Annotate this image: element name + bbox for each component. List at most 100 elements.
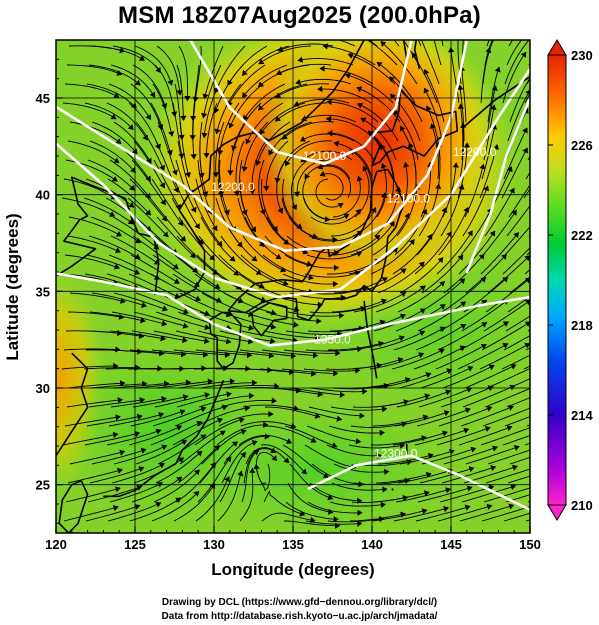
streamline-arrow: [488, 364, 495, 371]
streamline-arrow: [463, 427, 470, 434]
streamline: [376, 61, 416, 104]
colorbar-label: 222: [571, 228, 593, 243]
streamline: [282, 121, 335, 140]
streamline: [310, 387, 367, 393]
streamline: [436, 427, 491, 446]
streamline: [154, 393, 210, 408]
streamline-arrow: [109, 211, 116, 217]
streamline: [337, 40, 356, 47]
streamline: [229, 83, 264, 129]
streamline-arrow: [161, 396, 167, 403]
streamline: [393, 507, 449, 522]
streamline: [398, 369, 452, 389]
streamline-arrow: [200, 406, 207, 413]
streamline: [66, 64, 122, 76]
streamline-arrow: [276, 69, 283, 76]
streamline-arrow: [422, 414, 429, 421]
streamline: [310, 209, 361, 225]
streamline: [177, 445, 220, 484]
streamline: [85, 505, 140, 522]
streamline: [320, 68, 374, 85]
streamline: [501, 354, 530, 370]
streamline-arrow: [400, 291, 407, 298]
streamline-arrow: [481, 322, 488, 328]
streamline: [200, 216, 236, 262]
streamline-arrow: [277, 207, 284, 214]
streamline-arrow: [389, 18, 394, 23]
streamline: [255, 451, 278, 484]
map-title: MSM 18Z07Aug2025 (200.0hPa): [118, 2, 481, 29]
streamline: [88, 64, 141, 86]
streamline: [112, 216, 160, 250]
streamline: [285, 501, 339, 520]
streamline-arrow: [531, 504, 536, 509]
streamline-arrow: [244, 405, 251, 412]
streamline: [419, 467, 475, 484]
streamline: [86, 254, 140, 275]
streamline: [392, 431, 448, 446]
streamline-arrow: [243, 114, 249, 121]
streamline-arrow: [535, 170, 540, 175]
streamline-arrow: [479, 163, 486, 170]
streamline: [63, 506, 119, 522]
streamline-arrow: [457, 103, 464, 110]
streamline-arrow: [520, 51, 527, 58]
streamline-arrow: [275, 92, 282, 98]
streamline: [479, 343, 530, 370]
streamline-arrow: [571, 303, 576, 308]
streamline-arrow: [212, 172, 219, 178]
streamline: [129, 178, 168, 222]
coastline: [413, 40, 421, 70]
streamline-arrow: [127, 218, 134, 225]
streamline: [414, 428, 469, 446]
streamline-arrow: [376, 452, 382, 459]
streamline: [307, 327, 364, 333]
streamline-arrow: [493, 144, 499, 150]
streamline: [129, 349, 186, 356]
y-tick-label: 30: [36, 381, 50, 396]
streamline-arrow: [203, 337, 210, 344]
streamline: [197, 456, 232, 503]
colorbar-min-arrow: [547, 504, 567, 521]
streamline: [483, 487, 530, 503]
streamline: [130, 410, 185, 427]
credit-data: Data from http://database.rish.kyoto−u.a…: [161, 611, 438, 622]
streamline-arrow: [506, 166, 513, 173]
streamline: [176, 393, 232, 408]
streamline: [416, 408, 471, 427]
streamline: [199, 441, 238, 484]
streamline: [509, 276, 530, 294]
streamline: [441, 40, 444, 47]
streamline-arrow: [139, 317, 146, 324]
streamline-arrow: [317, 391, 324, 398]
streamline-arrow: [382, 486, 388, 493]
streamline: [485, 468, 530, 484]
streamline-arrow: [271, 455, 278, 462]
streamline: [242, 235, 286, 272]
streamline: [398, 162, 408, 218]
streamline: [261, 512, 316, 522]
streamline-arrow: [270, 447, 277, 453]
streamline: [333, 463, 389, 473]
streamline-arrow: [225, 338, 232, 345]
streamline: [440, 386, 494, 408]
streamline: [485, 85, 497, 142]
streamline-arrow: [136, 413, 143, 420]
streamline: [329, 234, 381, 256]
streamline-arrow: [356, 102, 364, 109]
streamline: [377, 261, 425, 294]
streamline-arrow: [304, 173, 311, 180]
streamline-arrow: [268, 352, 275, 359]
streamline-arrow: [203, 153, 210, 159]
streamline-arrow: [383, 468, 390, 475]
streamline-arrow: [380, 162, 387, 169]
streamline-arrow: [508, 405, 514, 411]
streamline: [288, 216, 338, 241]
streamline-arrow: [464, 407, 471, 414]
streamline-arrow: [233, 190, 240, 197]
streamline-arrow: [467, 10, 472, 15]
streamline: [62, 433, 118, 446]
streamline: [87, 485, 142, 503]
streamline: [392, 234, 433, 275]
streamline: [88, 235, 141, 259]
